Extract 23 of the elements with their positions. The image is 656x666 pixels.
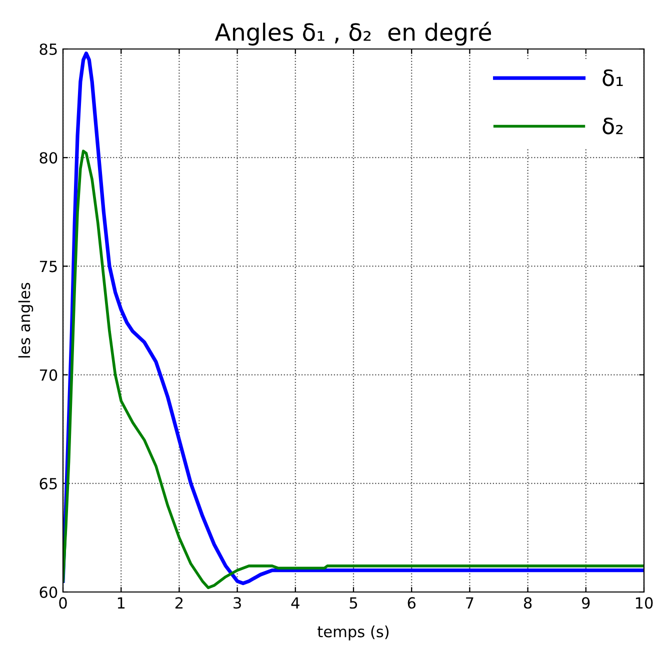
legend-label: δ₂	[602, 118, 623, 134]
y-tick-label: 60	[40, 586, 58, 598]
y-tick-label: 85	[40, 43, 57, 56]
x-tick-label: 9	[582, 597, 590, 609]
y-axis-title: les angles	[18, 282, 34, 358]
x-tick-label: 3	[234, 597, 241, 609]
x-tick-label: 1	[118, 597, 125, 608]
x-axis-title: temps (s)	[318, 626, 389, 640]
x-tick-label: 8	[524, 597, 532, 609]
chart-title: Angles δ₁ , δ₂ en degré	[214, 22, 492, 46]
line-series	[63, 150, 644, 590]
x-tick-label: 0	[59, 597, 67, 609]
x-tick-label: 6	[408, 597, 416, 609]
y-tick-label: 80	[40, 152, 58, 164]
y-tick-label: 75	[40, 260, 57, 272]
y-tick-label: 70	[40, 369, 58, 381]
legend-label: δ₁	[602, 69, 623, 86]
x-tick-label: 10	[636, 597, 653, 609]
x-tick-label: 7	[466, 597, 474, 608]
y-tick-label: 65	[40, 478, 57, 490]
x-tick-label: 4	[291, 597, 300, 608]
x-tick-label: 2	[175, 597, 183, 608]
x-tick-label: 5	[350, 597, 358, 609]
